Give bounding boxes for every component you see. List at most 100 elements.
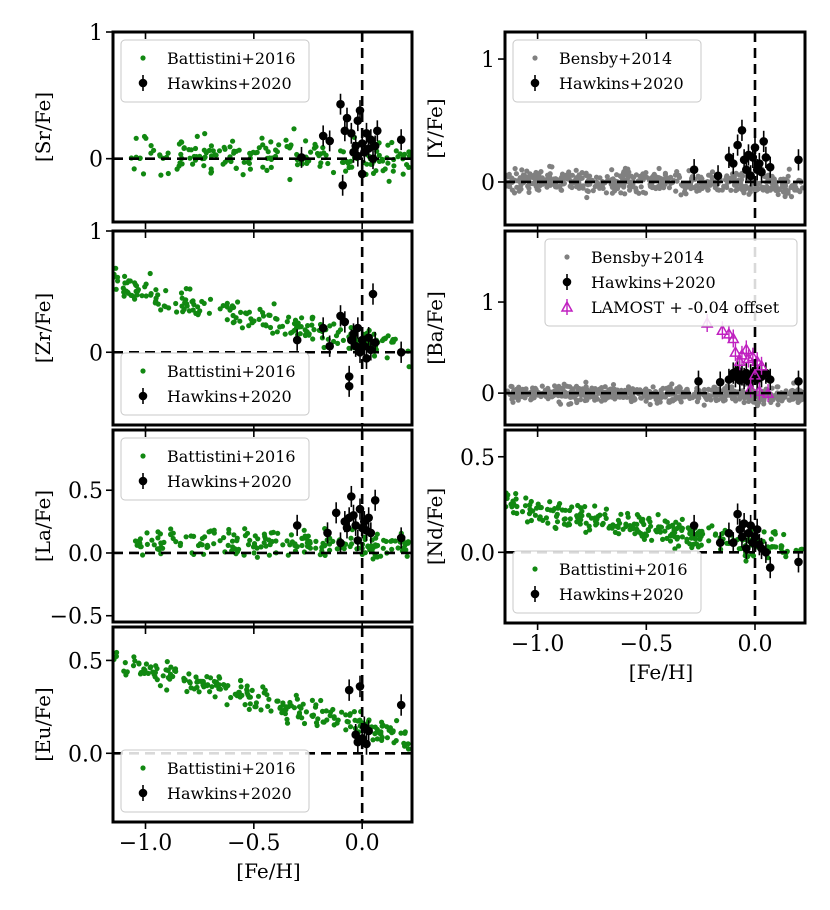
data-point (552, 524, 558, 531)
data-point (796, 398, 802, 404)
legend: Battistini+2016 Hawkins+2020 (120, 39, 310, 103)
data-point (191, 301, 197, 308)
data-point (242, 526, 248, 532)
data-point (688, 535, 695, 541)
legend-entry: LAMOST + -0.04 offset (560, 298, 780, 317)
data-point (152, 300, 158, 306)
panel-zr: 1 0 [Zr/Fe] Battistini+2016 Hawkins+2020 (31, 220, 414, 432)
data-point (191, 533, 197, 540)
data-point (737, 126, 747, 135)
data-point (524, 519, 531, 525)
data-point (122, 660, 128, 666)
y-tick-label: 0 (89, 341, 103, 366)
data-point (532, 391, 538, 397)
data-point (182, 300, 188, 306)
data-point (729, 159, 738, 168)
data-point (242, 702, 248, 708)
data-point (513, 491, 519, 497)
data-point (208, 166, 214, 172)
data-point (227, 307, 233, 313)
data-point (156, 547, 162, 553)
data-point (268, 139, 274, 145)
panel-ba: 1 0 [Ba/Fe] Bensby+2014 Hawkins+2020 LAMOST +… (423, 229, 807, 432)
x-tick-label: 0.0 (738, 632, 773, 657)
data-point (115, 274, 121, 280)
data-point (593, 395, 599, 401)
data-point (676, 543, 682, 549)
data-point (178, 151, 184, 157)
data-point (724, 375, 734, 384)
data-point (266, 312, 272, 318)
legend-label: Bensby+2014 (591, 248, 704, 267)
data-point (352, 717, 358, 723)
data-point (761, 153, 771, 162)
data-point (552, 184, 559, 190)
data-point (220, 303, 226, 309)
data-point (545, 172, 551, 178)
data-point (231, 304, 237, 310)
legend-frame (120, 352, 310, 416)
legend-marker (562, 277, 572, 287)
data-point (396, 700, 406, 710)
data-point (729, 345, 742, 357)
data-point (336, 99, 345, 109)
data-point (372, 542, 378, 548)
panel-eu: −1.0 −0.5 0.0 0.5 0.0 [Eu/Fe] [Fe/H] Battistini… (31, 625, 414, 883)
data-point (742, 351, 755, 364)
data-point (576, 185, 582, 191)
data-point (247, 701, 253, 707)
data-point (347, 711, 353, 717)
data-point (609, 167, 615, 173)
data-point (155, 529, 161, 535)
data-point (153, 663, 159, 669)
data-point (265, 149, 271, 155)
data-point (535, 501, 541, 507)
data-point (336, 311, 345, 321)
data-point (131, 166, 137, 172)
data-point (217, 538, 223, 544)
data-point (707, 182, 713, 188)
data-point (694, 377, 703, 386)
data-point (597, 185, 603, 191)
data-point (238, 678, 244, 684)
data-point (364, 513, 374, 523)
data-point (761, 529, 767, 535)
data-point (534, 186, 540, 192)
data-point (733, 140, 742, 150)
data-point (233, 165, 239, 171)
legend-marker (560, 300, 574, 312)
data-point (583, 170, 589, 176)
legend: Bensby+2014 Hawkins+2020 LAMOST + -0.04 of… (544, 238, 798, 327)
data-point (764, 188, 770, 194)
data-point (247, 166, 253, 172)
data-point (596, 389, 602, 395)
data-point (772, 181, 778, 187)
data-point (347, 492, 356, 501)
data-point (687, 531, 693, 537)
data-point (254, 149, 260, 155)
data-point (666, 185, 673, 191)
data-point (372, 731, 378, 737)
data-point (556, 399, 562, 405)
data-point (239, 692, 245, 699)
data-point (266, 696, 272, 702)
data-point (386, 178, 392, 184)
data-point (186, 671, 192, 677)
data-point (637, 173, 643, 179)
data-point (143, 135, 149, 141)
data-point (713, 397, 719, 404)
data-point (251, 541, 258, 547)
legend-entry: Battistini+2016 (140, 759, 296, 778)
legend-marker (140, 55, 146, 61)
data-point (253, 700, 259, 706)
data-point (679, 394, 686, 400)
data-point (636, 529, 642, 535)
data-point (299, 542, 305, 549)
data-point (610, 522, 616, 528)
data-point (207, 689, 213, 695)
y-tick-label: 1 (481, 291, 495, 316)
data-point (164, 687, 170, 693)
data-point (725, 179, 731, 185)
data-point (660, 385, 666, 391)
data-point (206, 529, 212, 535)
